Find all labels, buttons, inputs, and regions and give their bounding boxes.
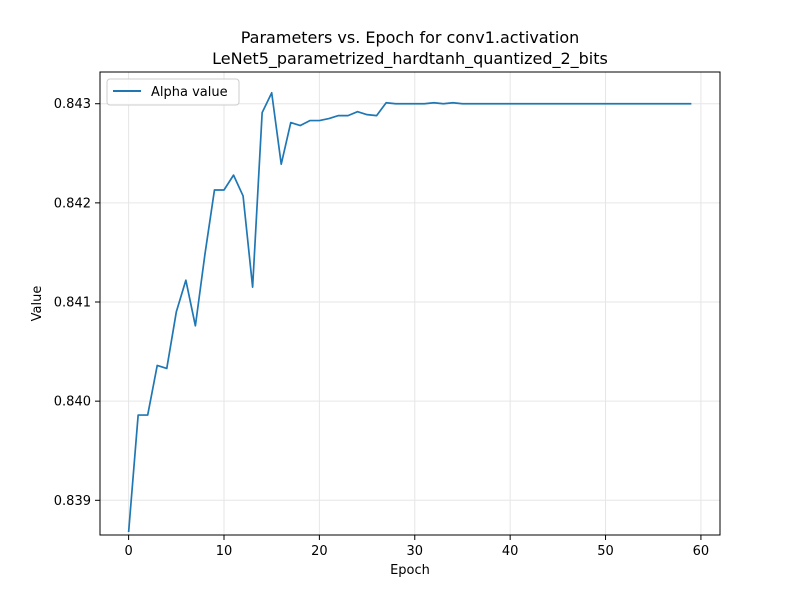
plot-frame [99, 71, 721, 536]
x-tick-label: 20 [311, 544, 328, 559]
y-tick-label: 0.843 [54, 97, 91, 112]
x-axis-label: Epoch [390, 563, 430, 578]
x-tick-label: 40 [502, 544, 519, 559]
y-tick-label: 0.839 [54, 494, 91, 509]
chart-subtitle: LeNet5_parametrized_hardtanh_quantized_2… [212, 49, 608, 69]
x-axis: 0 10 20 30 40 50 60 [124, 535, 709, 559]
legend-box [106, 78, 240, 106]
legend-label-alpha-value: Alpha value [151, 85, 228, 100]
x-tick-label: 50 [597, 544, 614, 559]
x-tick-label: 0 [124, 544, 132, 559]
y-axis: 0.839 0.840 0.841 0.842 0.843 [54, 97, 100, 509]
x-tick-label: 10 [216, 544, 233, 559]
series-line-alpha-value [127, 91, 692, 533]
x-tick-label: 60 [693, 544, 710, 559]
y-tick-label: 0.842 [54, 196, 91, 211]
y-axis-label: Value [30, 286, 45, 322]
series-layer [127, 91, 692, 533]
y-tick-label: 0.841 [54, 296, 91, 311]
chart-title: Parameters vs. Epoch for conv1.activatio… [241, 28, 580, 47]
legend: Alpha value [106, 78, 240, 106]
x-tick-label: 30 [406, 544, 423, 559]
y-tick-label: 0.840 [54, 395, 91, 410]
grid-lines [100, 72, 720, 535]
